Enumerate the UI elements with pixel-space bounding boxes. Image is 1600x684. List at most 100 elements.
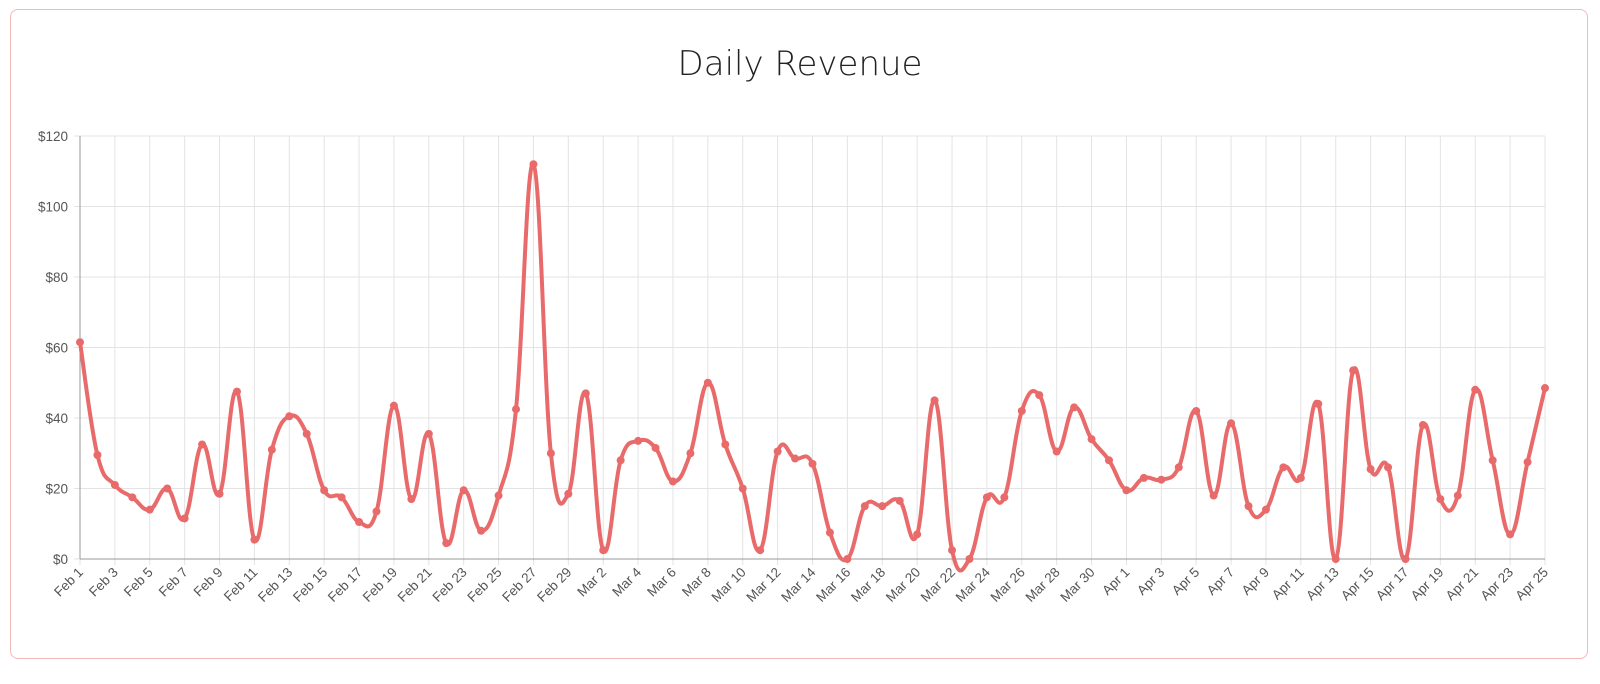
data-point (913, 530, 922, 539)
data-point (791, 454, 800, 463)
chart-title: Daily Revenue (677, 44, 923, 84)
x-tick-label: Feb 21 (395, 565, 435, 605)
data-point (355, 517, 364, 526)
data-point (930, 396, 939, 405)
x-tick-label: Apr 11 (1269, 565, 1307, 603)
data-point (808, 459, 817, 468)
x-tick-label: Mar 12 (743, 565, 783, 605)
x-tick-label: Apr 25 (1512, 565, 1551, 604)
x-tick-label: Mar 4 (609, 564, 644, 599)
x-tick-label: Mar 18 (848, 565, 888, 605)
data-point (616, 456, 625, 465)
data-point (494, 491, 503, 500)
data-point (825, 528, 834, 537)
x-tick-label: Mar 30 (1057, 565, 1097, 605)
chart-card (10, 9, 1588, 659)
data-point (1314, 399, 1323, 408)
y-tick-label: $100 (38, 200, 68, 215)
data-point (1000, 493, 1009, 502)
data-point (1488, 456, 1497, 465)
x-tick-label: Apr 9 (1239, 565, 1272, 598)
data-point (843, 555, 852, 563)
y-tick-label: $80 (45, 270, 68, 285)
data-point (1070, 403, 1079, 412)
data-point (982, 493, 991, 502)
data-point (1209, 491, 1218, 500)
data-point (1523, 458, 1532, 467)
x-tick-label: Apr 21 (1443, 565, 1482, 604)
y-tick-label: $0 (53, 552, 68, 567)
data-point (756, 546, 765, 555)
x-tick-label: Apr 5 (1169, 565, 1202, 598)
x-tick-label: Feb 11 (221, 565, 261, 605)
data-point (110, 480, 119, 489)
data-point (599, 546, 608, 555)
data-point (267, 445, 276, 454)
x-tick-label: Apr 23 (1478, 565, 1517, 604)
data-point (1471, 385, 1480, 394)
data-point (529, 160, 538, 169)
x-tick-label: Apr 17 (1373, 565, 1412, 604)
data-point (1035, 391, 1044, 400)
data-point (878, 502, 887, 511)
data-point (738, 484, 747, 493)
x-tick-label: Feb 29 (534, 565, 574, 605)
x-tick-label: Mar 22 (918, 565, 958, 605)
data-point (1366, 465, 1375, 474)
data-point (285, 412, 294, 421)
data-point (948, 546, 957, 555)
data-point (1296, 473, 1305, 482)
data-point (651, 443, 660, 452)
data-point (1052, 447, 1061, 456)
y-tick-label: $40 (45, 411, 68, 426)
x-tick-label: Feb 27 (499, 565, 539, 605)
x-tick-label: Apr 19 (1408, 565, 1447, 604)
data-point (1244, 502, 1253, 511)
data-point (1279, 463, 1288, 472)
y-tick-label: $60 (45, 341, 68, 356)
data-point (320, 486, 329, 495)
x-tick-label: Feb 5 (121, 565, 156, 600)
data-point (198, 440, 207, 449)
x-tick-label: Feb 25 (464, 565, 504, 605)
data-point (424, 429, 433, 438)
data-point (76, 338, 84, 347)
data-point (1017, 406, 1026, 415)
data-point (337, 493, 346, 502)
y-tick-label: $120 (38, 129, 68, 144)
x-tick-label: Feb 7 (156, 565, 191, 600)
data-point (1541, 384, 1549, 393)
x-tick-label: Feb 13 (255, 565, 295, 605)
data-point (668, 477, 677, 486)
data-point (1157, 475, 1166, 484)
data-point (128, 493, 137, 502)
data-point (1227, 419, 1236, 428)
y-tick-label: $20 (45, 482, 68, 497)
data-point (546, 449, 555, 458)
data-point (442, 539, 451, 548)
data-point (581, 389, 590, 398)
data-point (459, 486, 468, 495)
x-tick-label: Mar 2 (574, 565, 609, 600)
data-point (389, 401, 398, 410)
data-point (512, 405, 521, 414)
data-point (895, 496, 904, 505)
x-tick-label: Apr 1 (1099, 565, 1132, 598)
data-point (1506, 530, 1515, 539)
data-point (721, 440, 730, 449)
data-point (163, 484, 172, 493)
data-point (250, 535, 259, 544)
data-point (1139, 473, 1148, 482)
data-point (302, 429, 311, 438)
data-point (93, 451, 102, 460)
x-tick-label: Feb 17 (325, 565, 365, 605)
data-point (145, 505, 154, 514)
x-tick-label: Mar 16 (813, 565, 853, 605)
x-tick-label: Mar 6 (644, 565, 679, 600)
x-tick-label: Apr 7 (1204, 565, 1237, 598)
x-tick-label: Mar 14 (778, 564, 819, 605)
data-point (1401, 555, 1410, 563)
data-point (1436, 495, 1445, 504)
data-point (1384, 463, 1393, 472)
data-point (703, 378, 712, 387)
